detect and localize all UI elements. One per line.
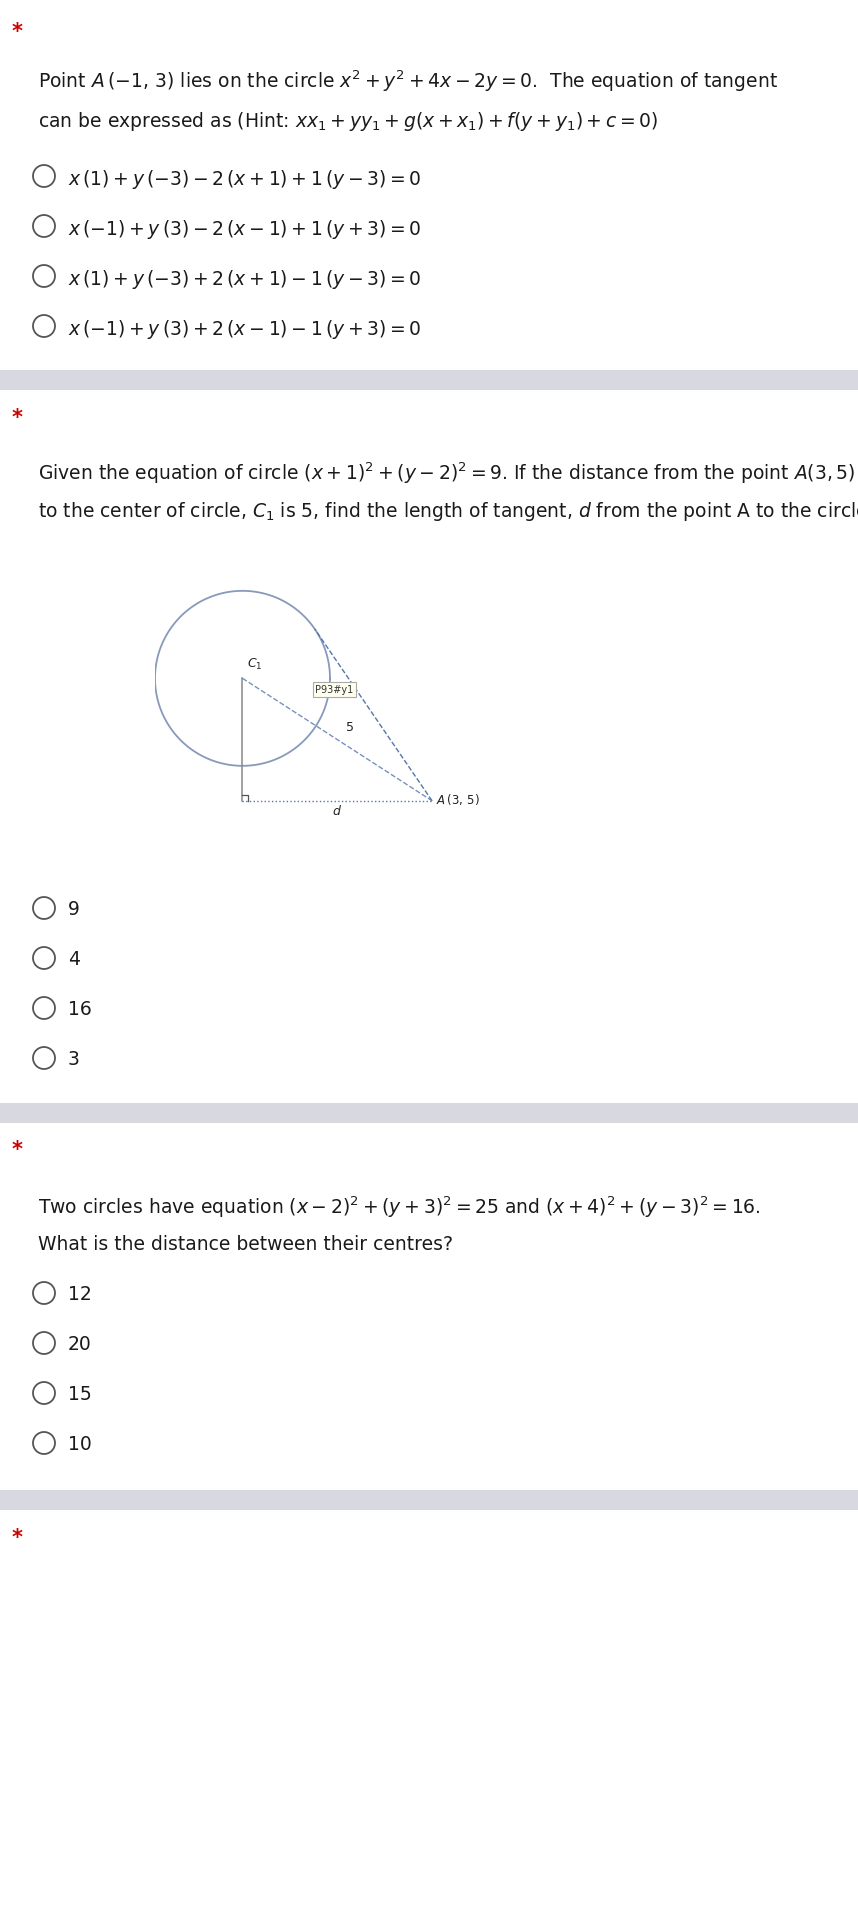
Text: $x\,(-1)+y\,(3)+2\,(x-1)-1\,(y+3)=0$: $x\,(-1)+y\,(3)+2\,(x-1)-1\,(y+3)=0$ <box>68 317 421 340</box>
Text: $x\,(1)+y\,(-3)+2\,(x+1)-1\,(y-3)=0$: $x\,(1)+y\,(-3)+2\,(x+1)-1\,(y-3)=0$ <box>68 268 421 290</box>
Text: Two circles have equation $(x-2)^2+(y+3)^2=25$ and $(x+4)^2+(y-3)^2=16$.: Two circles have equation $(x-2)^2+(y+3)… <box>38 1194 761 1221</box>
Text: can be expressed as (Hint: $xx_1+yy_1+g(x+x_1)+f(y+y_1)+c=0$): can be expressed as (Hint: $xx_1+yy_1+g(… <box>38 111 658 134</box>
Text: 3: 3 <box>68 1049 80 1068</box>
Text: Given the equation of circle $(x+1)^2+(y-2)^2=9$. If the distance from the point: Given the equation of circle $(x+1)^2+(y… <box>38 461 855 485</box>
Text: $C_1$: $C_1$ <box>247 657 263 673</box>
Text: $d$: $d$ <box>332 805 342 818</box>
Text: $A\,(3,\,5)$: $A\,(3,\,5)$ <box>437 791 480 806</box>
Text: 20: 20 <box>68 1336 92 1355</box>
Text: 15: 15 <box>68 1385 92 1405</box>
Text: *: * <box>12 23 23 42</box>
Text: $x\,(1)+y\,(-3)-2\,(x+1)+1\,(y-3)=0$: $x\,(1)+y\,(-3)-2\,(x+1)+1\,(y-3)=0$ <box>68 168 421 191</box>
Text: P93#y1: P93#y1 <box>316 684 353 696</box>
Text: *: * <box>12 409 23 428</box>
Text: $x\,(-1)+y\,(3)-2\,(x-1)+1\,(y+3)=0$: $x\,(-1)+y\,(3)-2\,(x-1)+1\,(y+3)=0$ <box>68 218 421 241</box>
Text: 5: 5 <box>346 720 354 734</box>
Text: to the center of circle, $C_1$ is 5, find the length of tangent, $d$ from the po: to the center of circle, $C_1$ is 5, fin… <box>38 501 858 524</box>
Text: 9: 9 <box>68 900 80 919</box>
Text: *: * <box>12 1529 23 1548</box>
Text: 16: 16 <box>68 999 92 1019</box>
Text: 4: 4 <box>68 950 80 969</box>
Bar <box>0 1103 858 1124</box>
Text: 12: 12 <box>68 1284 92 1303</box>
Text: 10: 10 <box>68 1435 92 1454</box>
Text: *: * <box>12 1141 23 1160</box>
Text: What is the distance between their centres?: What is the distance between their centr… <box>38 1235 453 1254</box>
Bar <box>0 1491 858 1510</box>
Text: Point $A\,(-1,\,3)$ lies on the circle $x^2+y^2+4x-2y=0$.  The equation of tange: Point $A\,(-1,\,3)$ lies on the circle $… <box>38 69 778 94</box>
Bar <box>0 371 858 390</box>
